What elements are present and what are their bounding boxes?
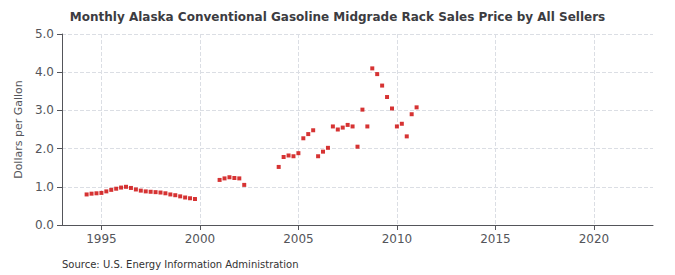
svg-text:1.0: 1.0 — [35, 180, 54, 194]
svg-text:2005: 2005 — [283, 232, 314, 246]
svg-text:0.0: 0.0 — [35, 218, 54, 232]
svg-text:Monthly Alaska Conventional Ga: Monthly Alaska Conventional Gasoline Mid… — [70, 10, 605, 24]
svg-text:2010: 2010 — [382, 232, 413, 246]
svg-text:Dollars per Gallon: Dollars per Gallon — [12, 80, 25, 179]
svg-text:4.0: 4.0 — [35, 65, 54, 79]
svg-text:2000: 2000 — [185, 232, 216, 246]
svg-text:5.0: 5.0 — [35, 27, 54, 41]
svg-text:2.0: 2.0 — [35, 142, 54, 156]
svg-text:2015: 2015 — [480, 232, 511, 246]
svg-text:2020: 2020 — [579, 232, 610, 246]
svg-text:Source: U.S. Energy Informatio: Source: U.S. Energy Information Administ… — [62, 259, 299, 270]
svg-text:3.0: 3.0 — [35, 103, 54, 117]
svg-text:1995: 1995 — [86, 232, 117, 246]
